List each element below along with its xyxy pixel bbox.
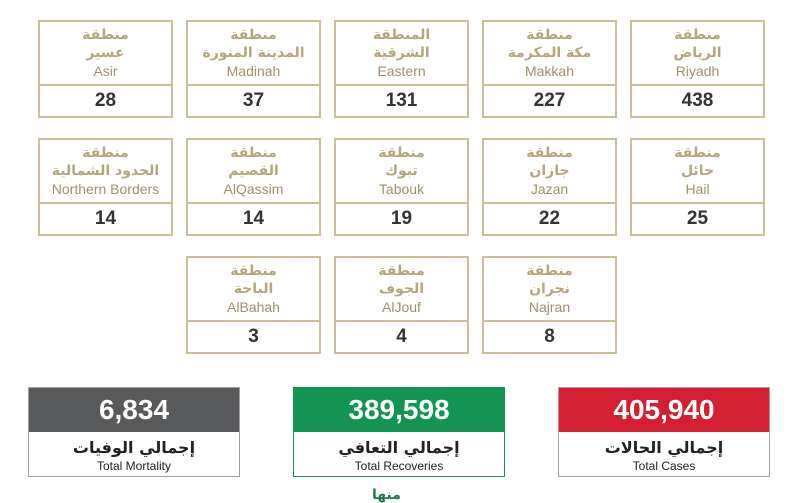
total-cases-label-ar: إجمالي الحالات: [604, 438, 724, 457]
region-name-en: Hail: [685, 181, 710, 197]
region-card-hail: منطقة حائل Hail 25: [630, 138, 765, 236]
total-mortality-label-en: Total Mortality: [96, 459, 172, 473]
total-recoveries-value: 389,598: [294, 388, 504, 432]
total-cases-label-en: Total Cases: [632, 459, 696, 473]
total-cases-card: 405,940 إجمالي الحالات Total Cases: [558, 387, 770, 477]
region-prefix: منطقة: [526, 263, 573, 279]
region-name-en: AlQassim: [223, 181, 284, 197]
region-name-ar: تبوك: [385, 163, 418, 179]
region-name-ar: مكة المكرمة: [507, 45, 592, 61]
region-count: 22: [538, 208, 561, 229]
region-prefix: منطقة: [674, 27, 721, 43]
region-name-ar: نجران: [529, 281, 570, 297]
region-count: 131: [385, 90, 418, 111]
region-card-northern-borders: منطقة الحدود الشمالية Northern Borders 1…: [38, 138, 173, 236]
region-card-jazan: منطقة جازان Jazan 22: [482, 138, 617, 236]
region-name-en: Asir: [93, 63, 118, 79]
region-prefix: منطقة: [378, 145, 425, 161]
total-mortality-label-ar: إجمالي الوفيات: [72, 438, 196, 457]
region-card-riyadh: منطقة الرياض Riyadh 438: [630, 20, 765, 118]
region-prefix: منطقة: [526, 27, 573, 43]
region-name-en: AlBahah: [227, 299, 280, 315]
region-name-ar: القصيم: [228, 163, 279, 179]
region-card-eastern: المنطقة الشرقية Eastern 131: [334, 20, 469, 118]
region-prefix: منطقة: [230, 27, 277, 43]
region-card-asir: منطقة عسير Asir 28: [38, 20, 173, 118]
region-name-ar: الجوف: [378, 281, 425, 297]
region-prefix: منطقة: [378, 263, 425, 279]
region-count: 8: [544, 326, 555, 347]
region-count: 19: [390, 208, 413, 229]
region-name-en: Najran: [528, 299, 571, 315]
region-card-aljouf: منطقة الجوف AlJouf 4: [334, 256, 469, 354]
region-card-tabouk: منطقة تبوك Tabouk 19: [334, 138, 469, 236]
region-count: 227: [533, 90, 566, 111]
region-count: 4: [396, 326, 407, 347]
total-recoveries-label-ar: إجمالي التعافي: [338, 438, 460, 457]
region-name-ar: الباحة: [233, 281, 274, 297]
region-card-albahah: منطقة الباحة AlBahah 3: [186, 256, 321, 354]
region-count: 25: [686, 208, 709, 229]
region-name-en: Jazan: [530, 181, 569, 197]
region-card-makkah: منطقة مكة المكرمة Makkah 227: [482, 20, 617, 118]
region-card-madinah: منطقة المدينة المنورة Madinah 37: [186, 20, 321, 118]
region-name-en: Eastern: [377, 63, 426, 79]
total-recoveries-label-en: Total Recoveries: [354, 459, 444, 473]
total-mortality-value: 6,834: [29, 388, 239, 432]
region-count: 28: [94, 90, 117, 111]
footer-partial-text: منها: [372, 487, 401, 503]
region-name-en: Riyadh: [675, 63, 720, 79]
region-name-en: Madinah: [226, 63, 281, 79]
region-prefix: منطقة: [674, 145, 721, 161]
region-count: 3: [248, 326, 259, 347]
region-count: 14: [242, 208, 265, 229]
region-count: 37: [242, 90, 265, 111]
region-prefix: منطقة: [230, 263, 277, 279]
total-cases-value: 405,940: [559, 388, 769, 432]
region-card-najran: منطقة نجران Najran 8: [482, 256, 617, 354]
region-prefix: منطقة: [230, 145, 277, 161]
region-name-ar: حائل: [680, 163, 715, 179]
region-name-ar: الشرقية: [373, 45, 430, 61]
region-card-alqassim: منطقة القصيم AlQassim 14: [186, 138, 321, 236]
region-name-en: Makkah: [524, 63, 575, 79]
region-prefix: منطقة: [82, 27, 129, 43]
region-name-ar: جازان: [529, 163, 570, 179]
region-name-en: AlJouf: [382, 299, 421, 315]
region-name-ar: عسير: [86, 45, 125, 61]
region-prefix: منطقة: [82, 145, 129, 161]
total-mortality-card: 6,834 إجمالي الوفيات Total Mortality: [28, 387, 240, 477]
region-name-ar: الحدود الشمالية: [51, 163, 160, 179]
total-recoveries-card: 389,598 إجمالي التعافي Total Recoveries: [293, 387, 505, 477]
region-prefix: منطقة: [526, 145, 573, 161]
region-name-en: Tabouk: [378, 181, 425, 197]
region-name-ar: الرياض: [673, 45, 722, 61]
region-name-ar: المدينة المنورة: [202, 45, 305, 61]
region-count: 438: [681, 90, 714, 111]
region-name-en: Northern Borders: [51, 181, 160, 197]
region-prefix: المنطقة: [372, 27, 431, 43]
region-count: 14: [94, 208, 117, 229]
